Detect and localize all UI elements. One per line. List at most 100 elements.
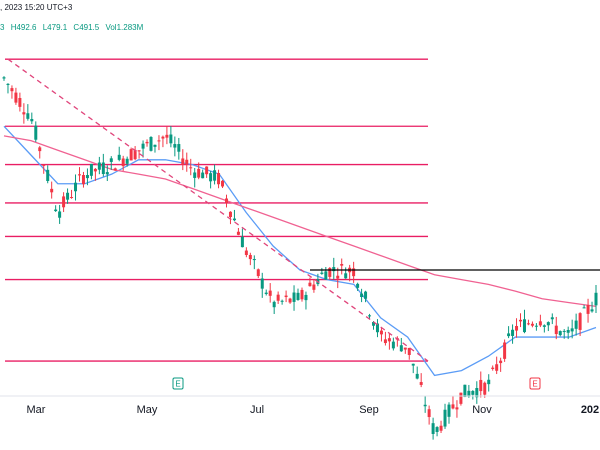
candle-body (594, 292, 598, 306)
candle-body (165, 134, 169, 138)
earnings-badge-box (529, 377, 541, 390)
candle-body (14, 92, 18, 103)
horizontal-levels[interactable] (5, 58, 428, 362)
candle-body (463, 384, 467, 397)
candle-body (38, 147, 42, 152)
candle-body (415, 373, 419, 379)
candle-body (121, 158, 125, 167)
candle-body (356, 283, 360, 288)
candle-body (133, 149, 137, 160)
candle-body (197, 168, 201, 178)
candle-body (360, 293, 364, 298)
candle-body (137, 150, 141, 152)
candle-body (232, 218, 236, 221)
candle-body (201, 172, 205, 179)
candle-body (221, 180, 225, 187)
candlesticks (2, 76, 598, 440)
candle-body (181, 158, 185, 165)
candle-body (352, 268, 356, 277)
candle-body (419, 382, 423, 385)
candle-body (542, 325, 546, 327)
candle-body (530, 323, 534, 326)
candle-body (70, 197, 74, 199)
candle-body (340, 263, 344, 266)
candle-body (149, 136, 153, 151)
candle-body (526, 323, 530, 325)
earnings-badge-2[interactable]: E (529, 377, 541, 390)
candle-body (62, 196, 66, 208)
x-tick-may: May (137, 404, 158, 416)
candle-body (205, 166, 209, 175)
candle-body (129, 149, 133, 161)
earnings-badge-1[interactable]: E (172, 377, 184, 390)
candle-body (217, 173, 221, 185)
candle-body (81, 175, 85, 185)
candle-body (85, 175, 89, 179)
candle-body (224, 198, 228, 203)
candle-body (10, 88, 14, 92)
dashed-trendline[interactable] (7, 58, 429, 362)
candle-body (582, 307, 586, 309)
candle-body (336, 275, 340, 279)
candle-body (578, 313, 582, 330)
candle-body (189, 167, 193, 169)
earnings-badge-box (172, 377, 184, 390)
volume-value: Vol1.283M (105, 23, 144, 32)
candle-body (296, 292, 300, 300)
candle-body (66, 192, 70, 200)
candle-body (74, 182, 78, 192)
candle-body (185, 159, 189, 165)
candle-body (399, 345, 403, 352)
candle-body (97, 162, 101, 170)
candle-body (308, 282, 312, 287)
drawings[interactable] (7, 58, 600, 362)
candle-body (105, 172, 109, 175)
candle-body (455, 407, 459, 410)
candle-body (499, 360, 503, 364)
x-tick-nov: Nov (472, 404, 492, 416)
candle-body (443, 409, 447, 427)
candle-body (574, 320, 578, 329)
candle-body (304, 294, 308, 301)
candle-body (471, 390, 475, 395)
candle-body (113, 168, 117, 171)
x-tick-sep: Sep (359, 404, 379, 416)
candle-body (507, 333, 511, 337)
low-value: L479.1 (42, 23, 68, 32)
candle-body (6, 83, 10, 85)
candle-body (173, 144, 177, 148)
candle-body (252, 259, 256, 261)
candle-body (423, 404, 427, 407)
candle-body (368, 315, 372, 317)
candle-body (328, 267, 332, 277)
candle-body (475, 388, 479, 398)
candle-body (22, 112, 26, 115)
candle-body (427, 409, 431, 418)
candle-body (209, 173, 213, 182)
candle-body (411, 363, 415, 366)
candle-body (177, 144, 181, 152)
candle-body (467, 390, 471, 397)
candle-body (566, 330, 570, 333)
candle-body (324, 271, 328, 280)
ohlc-legend: , 2023 15:20 UTC+3 3 H492.6 L479.1 C491.… (0, 0, 600, 36)
candle-body (77, 174, 81, 176)
candle-body (519, 319, 523, 322)
candle-body (125, 158, 129, 164)
candle-body (157, 140, 161, 142)
candle-body (101, 162, 105, 175)
candle-body (515, 325, 519, 331)
candle-body (435, 427, 439, 432)
candle-body (42, 164, 46, 166)
candle-body (280, 300, 284, 302)
candle-body (391, 341, 395, 349)
fast-ma-line (3, 125, 597, 377)
date-time-label: , 2023 15:20 UTC+3 (0, 3, 73, 12)
high-value: H492.6 (10, 23, 37, 32)
earnings-badge-label: E (175, 380, 180, 389)
candle-body (320, 272, 324, 274)
candle-body (89, 163, 93, 176)
